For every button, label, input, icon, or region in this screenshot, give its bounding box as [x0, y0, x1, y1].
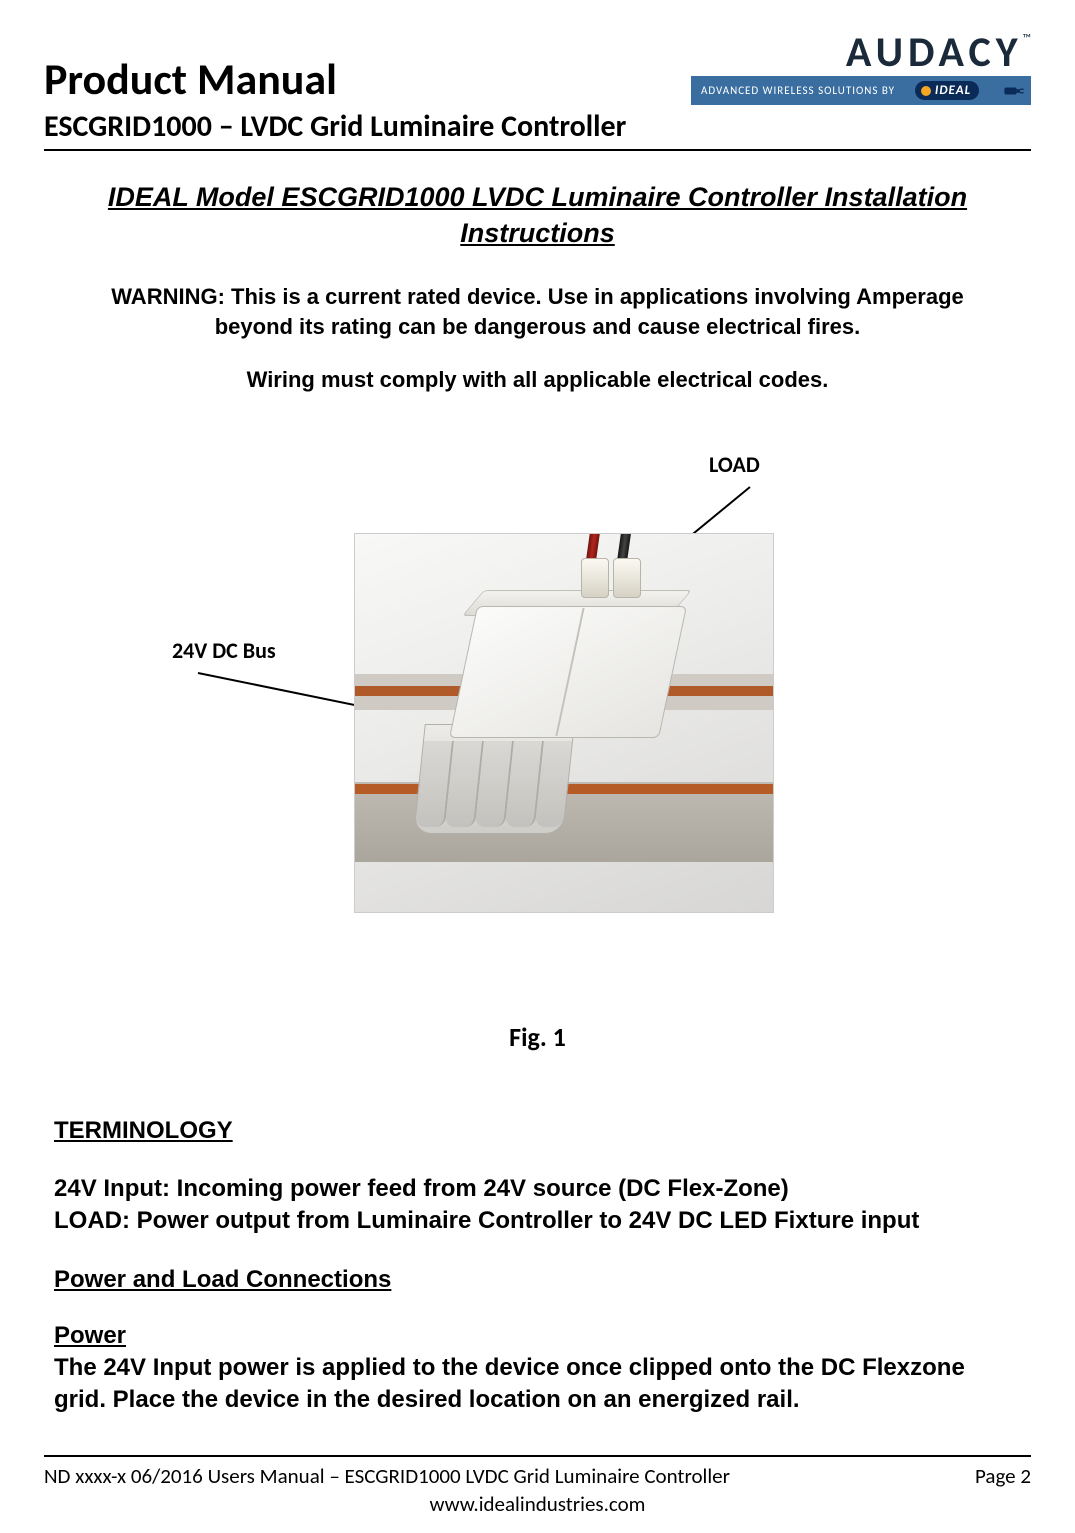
ideal-badge-text: IDEAL — [935, 83, 971, 98]
footer: ND xxxx-x 06/2016 Users Manual – ESCGRID… — [44, 1455, 1031, 1517]
load-connector — [581, 558, 609, 598]
logo-tagline-bar: ADVANCED WIRELESS SOLUTIONS BY IDEAL — [691, 76, 1031, 105]
content: IDEAL Model ESCGRID1000 LVDC Luminaire C… — [44, 179, 1031, 1417]
footer-rule — [44, 1455, 1031, 1457]
figure-1: LOAD 24V DC Bus — [54, 445, 1021, 1005]
ideal-dot-icon — [921, 86, 931, 96]
figure-caption: Fig. 1 — [54, 1021, 1021, 1053]
plug-icon — [1003, 84, 1025, 98]
device-clip — [413, 724, 575, 834]
power-subheading: Power — [54, 1322, 1021, 1350]
terminology-heading: TERMINOLOGY — [54, 1117, 1021, 1145]
connections-heading: Power and Load Connections — [54, 1266, 1021, 1294]
doc-title: Product Manual — [44, 52, 626, 106]
footer-url: www.idealindustries.com — [44, 1491, 1031, 1517]
ideal-badge: IDEAL — [915, 81, 979, 100]
footer-doc-info: ND xxxx-x 06/2016 Users Manual – ESCGRID… — [44, 1463, 730, 1489]
terminology-24v-input: 24V Input: Incoming power feed from 24V … — [54, 1173, 1021, 1205]
doc-subtitle: ESCGRID1000 – LVDC Grid Luminaire Contro… — [44, 108, 626, 145]
footer-page-number: Page 2 — [975, 1463, 1031, 1489]
terminology-load: LOAD: Power output from Luminaire Contro… — [54, 1205, 1021, 1237]
logo-tagline: ADVANCED WIRELESS SOLUTIONS BY — [701, 84, 895, 97]
warning-text: WARNING: This is a current rated device.… — [98, 282, 978, 341]
load-label: LOAD — [709, 451, 760, 478]
wiring-codes-text: Wiring must comply with all applicable e… — [54, 365, 1021, 395]
header: Product Manual ESCGRID1000 – LVDC Grid L… — [44, 28, 1031, 145]
trademark-symbol: ™ — [1023, 32, 1031, 46]
header-rule — [44, 149, 1031, 151]
logo-brand-text: AUDACY — [846, 27, 1023, 78]
title-block: Product Manual ESCGRID1000 – LVDC Grid L… — [44, 28, 626, 145]
power-body-text: The 24V Input power is applied to the de… — [54, 1352, 1021, 1417]
brand-logo: AUDACY™ ADVANCED WIRELESS SOLUTIONS BY I… — [691, 28, 1031, 105]
footer-row: ND xxxx-x 06/2016 Users Manual – ESCGRID… — [44, 1463, 1031, 1489]
bus-label: 24V DC Bus — [172, 637, 276, 664]
install-instructions-title: IDEAL Model ESCGRID1000 LVDC Luminaire C… — [78, 179, 998, 252]
device-render — [354, 533, 774, 913]
load-connector — [613, 558, 641, 598]
